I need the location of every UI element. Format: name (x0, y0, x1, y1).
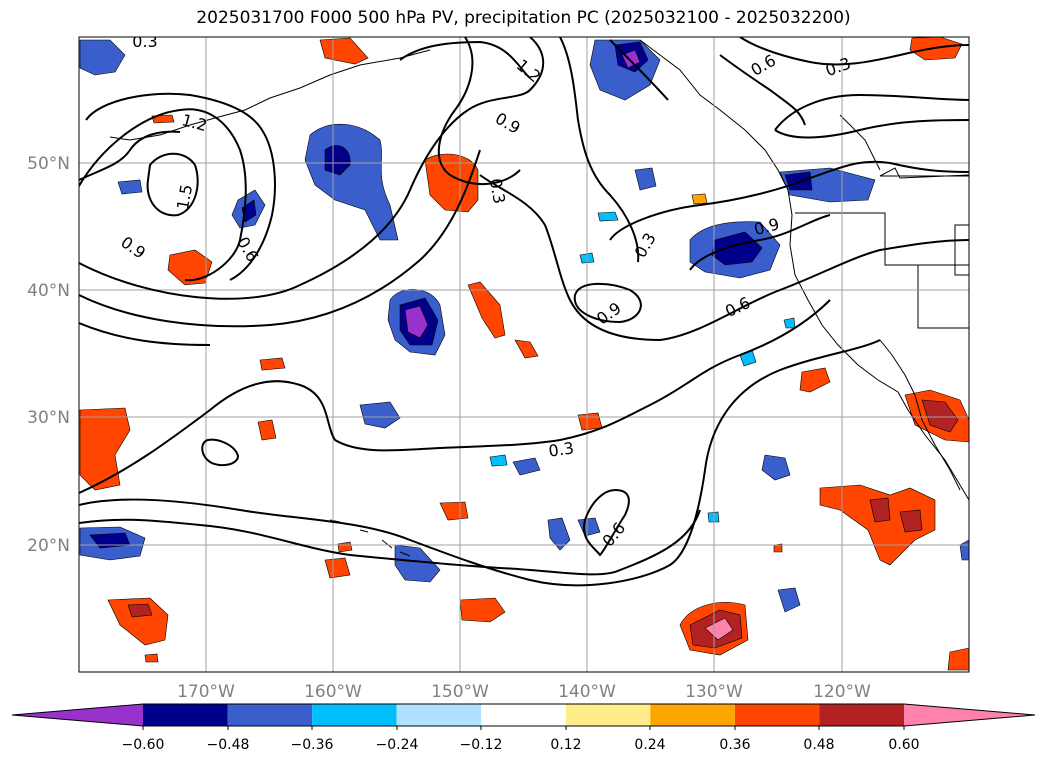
colorbar-tick-label: −0.36 (291, 737, 334, 753)
colorbar-tick-label: 0.36 (719, 737, 750, 753)
colorbar-cell (312, 704, 397, 726)
contour-label: 1.5 (173, 183, 196, 211)
colorbar-tick-label: 0.12 (550, 737, 581, 753)
precip-anomaly-fill (79, 37, 969, 671)
colorbar-cell (227, 704, 313, 726)
colorbar: −0.60 −0.48 −0.36 −0.24 −0.12 0.12 0.24 … (11, 703, 1036, 753)
lat-tick-label: 40°N (27, 281, 70, 301)
colorbar-cell (819, 704, 904, 726)
colorbar-tick-label: −0.60 (122, 737, 165, 753)
map-panel: 0.3 1.2 0.9 1.2 1.5 0.9 0.6 0.3 0.6 0.3 … (79, 32, 969, 672)
colorbar-cell (481, 704, 566, 726)
lon-tick-label: 140°W (558, 682, 616, 702)
colorbar-tick-labels: −0.60 −0.48 −0.36 −0.24 −0.12 0.12 0.24 … (122, 737, 920, 753)
colorbar-tick-label: −0.48 (207, 737, 250, 753)
lat-tick-label: 30°N (27, 408, 70, 428)
colorbar-cells (11, 703, 1036, 727)
colorbar-cell (650, 704, 735, 726)
colorbar-tick-label: −0.12 (460, 737, 503, 753)
pv-contours (79, 37, 969, 587)
colorbar-cell (396, 704, 482, 726)
lat-tick-label: 50°N (27, 154, 70, 174)
lon-tick-label: 150°W (431, 682, 489, 702)
lon-tick-label: 170°W (177, 682, 235, 702)
contour-label: 0.3 (486, 177, 509, 205)
colorbar-extend-high (904, 704, 1035, 726)
colorbar-ticks (142, 726, 905, 730)
colorbar-tick-label: 0.60 (888, 737, 919, 753)
lon-tick-label: 120°W (813, 682, 871, 702)
colorbar-tick-label: 0.24 (634, 737, 665, 753)
lat-tick-label: 20°N (27, 536, 70, 556)
lon-tick-label: 160°W (304, 682, 362, 702)
colorbar-tick-label: 0.48 (803, 737, 834, 753)
map-title: 2025031700 F000 500 hPa PV, precipitatio… (196, 8, 851, 28)
longitude-tick-labels: 170°W 160°W 150°W 140°W 130°W 120°W (177, 682, 871, 702)
coastlines (109, 39, 969, 557)
contour-label: 0.3 (547, 438, 575, 460)
gridlines (79, 37, 969, 672)
map-frame (78, 36, 970, 673)
colorbar-cell (565, 704, 651, 726)
colorbar-tick-label: −0.24 (376, 737, 419, 753)
latitude-tick-labels: 50°N 40°N 30°N 20°N (27, 154, 70, 556)
contour-label: 0.3 (132, 32, 157, 51)
colorbar-cell (734, 704, 820, 726)
colorbar-extend-low (12, 704, 143, 726)
colorbar-cell (143, 704, 228, 726)
lon-tick-label: 130°W (685, 682, 743, 702)
